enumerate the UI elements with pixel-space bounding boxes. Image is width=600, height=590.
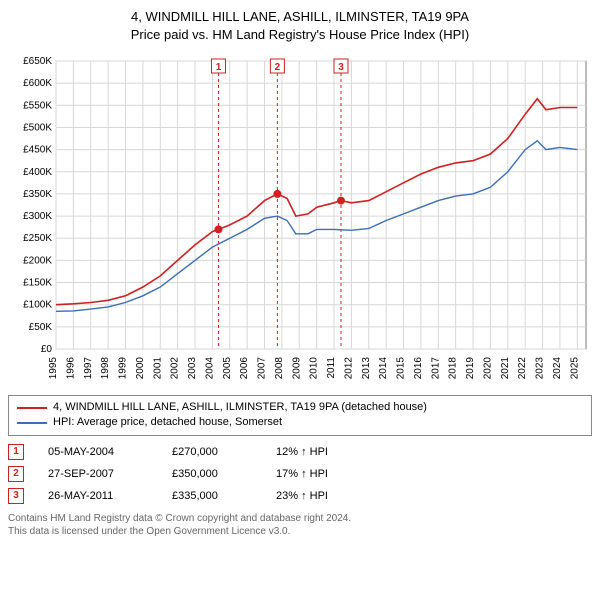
sale-date: 26-MAY-2011 (48, 490, 148, 502)
svg-text:1996: 1996 (65, 357, 76, 380)
svg-text:1999: 1999 (118, 357, 129, 380)
footnote-line2: This data is licensed under the Open Gov… (8, 525, 592, 538)
legend-swatch (17, 407, 47, 409)
svg-text:£50K: £50K (29, 322, 53, 333)
svg-text:£600K: £600K (23, 78, 52, 89)
sales-table: 1 05-MAY-2004 £270,000 12% ↑ HPI 2 27-SEP-200… (8, 444, 592, 504)
svg-text:2012: 2012 (343, 357, 354, 380)
svg-text:2002: 2002 (170, 357, 181, 380)
sale-row: 2 27-SEP-2007 £350,000 17% ↑ HPI (8, 466, 592, 482)
chart-svg: £0 £50K £100K £150K £200K £250K £300K £350K £400… (8, 49, 592, 389)
sale-date: 05-MAY-2004 (48, 446, 148, 458)
svg-text:2018: 2018 (448, 357, 459, 380)
svg-text:3: 3 (338, 62, 344, 73)
svg-text:£0: £0 (41, 344, 53, 355)
sale-marker-icon: 2 (8, 466, 24, 482)
sale-marker-icon: 3 (8, 488, 24, 504)
svg-text:2: 2 (275, 62, 281, 73)
legend-label: 4, WINDMILL HILL LANE, ASHILL, ILMINSTER… (53, 400, 427, 415)
svg-text:2016: 2016 (413, 357, 424, 380)
footnote-line1: Contains HM Land Registry data © Crown c… (8, 512, 592, 525)
sale-price: £335,000 (172, 490, 252, 502)
legend-label: HPI: Average price, detached house, Some… (53, 415, 282, 430)
footnote: Contains HM Land Registry data © Crown c… (8, 512, 592, 538)
legend: 4, WINDMILL HILL LANE, ASHILL, ILMINSTER… (8, 395, 592, 436)
svg-text:2009: 2009 (291, 357, 302, 380)
sale-date: 27-SEP-2007 (48, 468, 148, 480)
svg-text:2021: 2021 (500, 357, 511, 380)
svg-text:2024: 2024 (552, 357, 563, 380)
title-block: 4, WINDMILL HILL LANE, ASHILL, ILMINSTER… (8, 8, 592, 43)
sale-diff: 17% ↑ HPI (276, 468, 366, 480)
svg-text:2005: 2005 (222, 357, 233, 380)
legend-swatch (17, 422, 47, 424)
svg-text:£250K: £250K (23, 233, 52, 244)
svg-text:1995: 1995 (48, 357, 59, 380)
svg-text:2003: 2003 (187, 357, 198, 380)
svg-text:2008: 2008 (274, 357, 285, 380)
svg-text:£350K: £350K (23, 189, 52, 200)
svg-text:2013: 2013 (361, 357, 372, 380)
svg-text:£300K: £300K (23, 211, 52, 222)
title-address: 4, WINDMILL HILL LANE, ASHILL, ILMINSTER… (8, 8, 592, 26)
sale-price: £270,000 (172, 446, 252, 458)
svg-text:£100K: £100K (23, 300, 52, 311)
svg-text:£150K: £150K (23, 278, 52, 289)
svg-text:£400K: £400K (23, 167, 52, 178)
svg-text:1: 1 (216, 62, 222, 73)
svg-text:2015: 2015 (396, 357, 407, 380)
price-chart: £0 £50K £100K £150K £200K £250K £300K £350K £400… (8, 49, 592, 389)
sale-price: £350,000 (172, 468, 252, 480)
svg-text:£450K: £450K (23, 145, 52, 156)
svg-text:£650K: £650K (23, 56, 52, 67)
svg-text:£550K: £550K (23, 100, 52, 111)
sale-diff: 23% ↑ HPI (276, 490, 366, 502)
svg-text:1997: 1997 (83, 357, 94, 380)
svg-text:2001: 2001 (152, 357, 163, 380)
sale-diff: 12% ↑ HPI (276, 446, 366, 458)
svg-text:2011: 2011 (326, 357, 337, 379)
svg-text:2023: 2023 (535, 357, 546, 380)
svg-text:2010: 2010 (309, 357, 320, 380)
svg-text:2014: 2014 (378, 357, 389, 380)
sale-row: 3 26-MAY-2011 £335,000 23% ↑ HPI (8, 488, 592, 504)
svg-text:2025: 2025 (569, 357, 580, 380)
svg-text:2017: 2017 (430, 357, 441, 380)
svg-text:2006: 2006 (239, 357, 250, 380)
svg-text:2004: 2004 (204, 357, 215, 380)
legend-item: 4, WINDMILL HILL LANE, ASHILL, ILMINSTER… (17, 400, 583, 415)
svg-text:2007: 2007 (257, 357, 268, 380)
svg-text:£200K: £200K (23, 255, 52, 266)
sale-marker-icon: 1 (8, 444, 24, 460)
svg-text:2000: 2000 (135, 357, 146, 380)
svg-text:£500K: £500K (23, 123, 52, 134)
svg-text:2022: 2022 (517, 357, 528, 380)
svg-text:2019: 2019 (465, 357, 476, 380)
title-subtitle: Price paid vs. HM Land Registry's House … (8, 26, 592, 44)
legend-item: HPI: Average price, detached house, Some… (17, 415, 583, 430)
sale-row: 1 05-MAY-2004 £270,000 12% ↑ HPI (8, 444, 592, 460)
svg-text:2020: 2020 (482, 357, 493, 380)
svg-text:1998: 1998 (100, 357, 111, 380)
